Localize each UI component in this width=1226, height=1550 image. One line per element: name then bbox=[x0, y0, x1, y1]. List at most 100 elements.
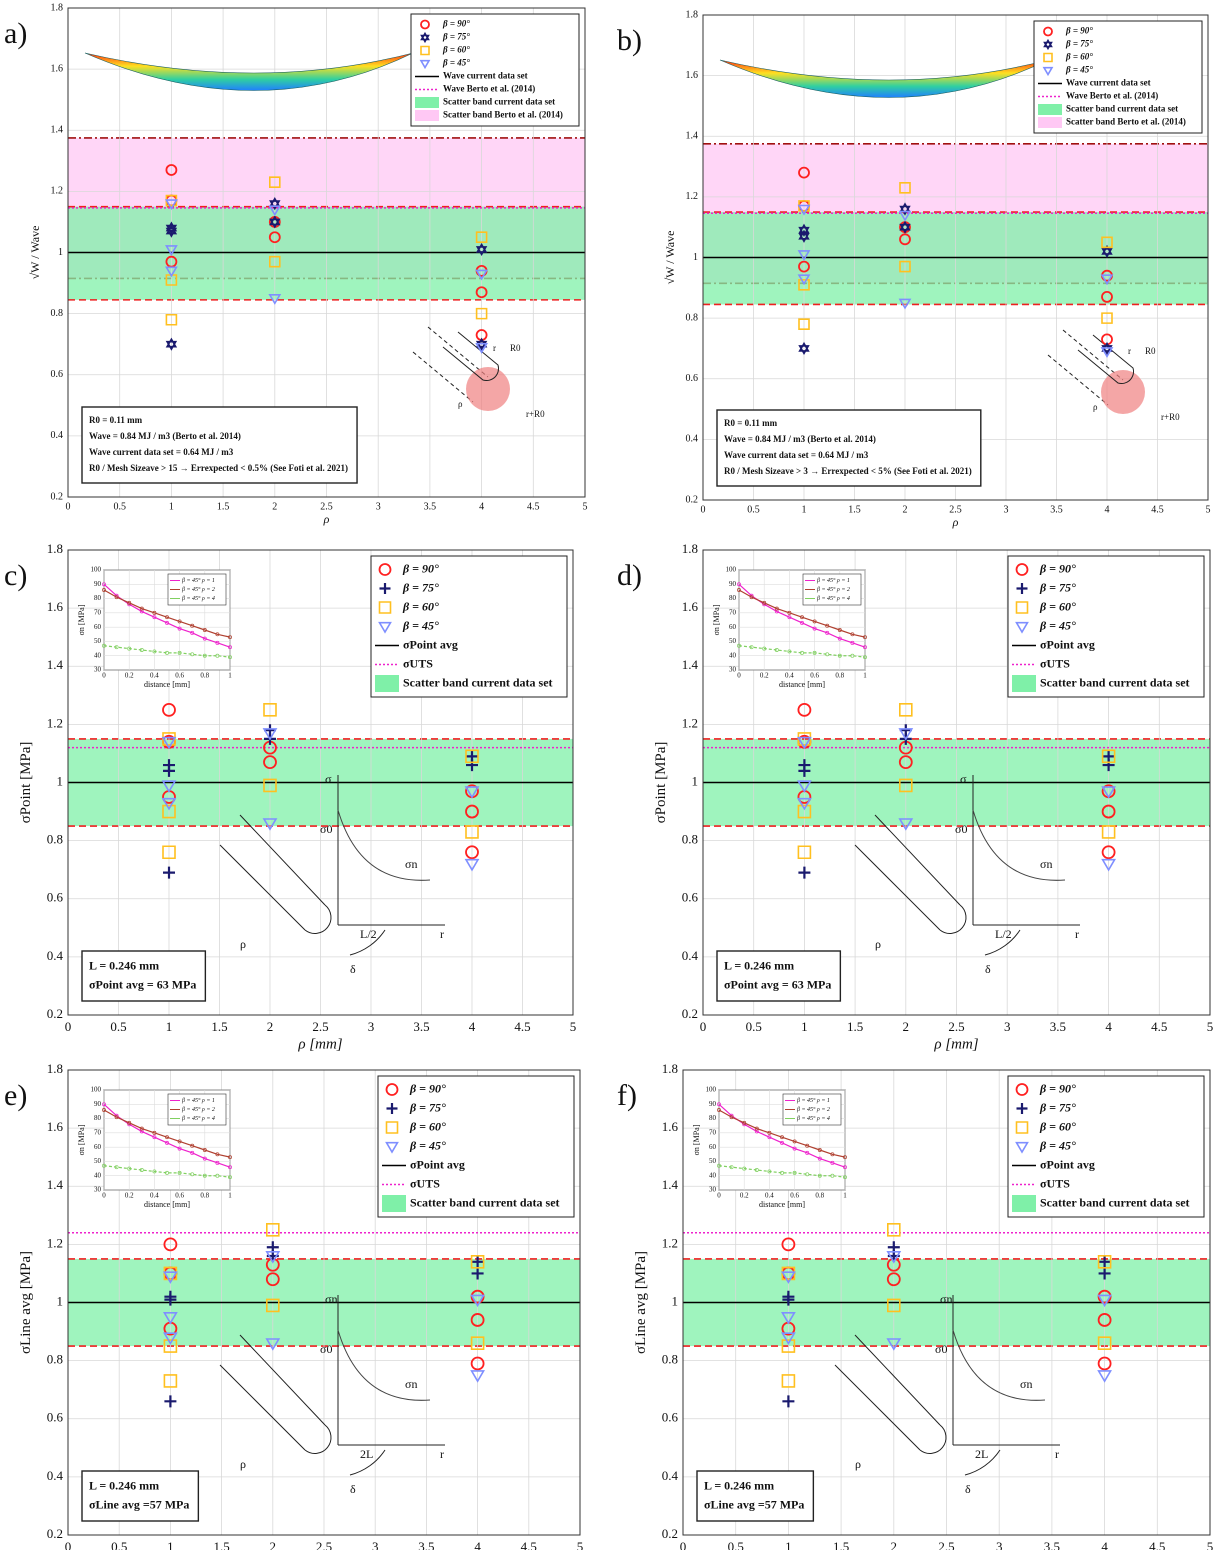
inset-x-tick-label: 0.2 bbox=[760, 672, 769, 680]
panel-label: b) bbox=[617, 24, 642, 57]
inset-x-tick-label: 0 bbox=[102, 1192, 106, 1200]
x-tick-label: 2.5 bbox=[320, 501, 333, 512]
diagram-label: r bbox=[1128, 346, 1131, 356]
y-axis-label: σLine avg [MPa] bbox=[18, 1251, 34, 1354]
x-tick-label: 4 bbox=[1105, 1019, 1112, 1034]
inset-x-tick-label: 0.4 bbox=[765, 1192, 774, 1200]
inset-legend-label: β = 45° ρ = 1 bbox=[796, 1097, 830, 1104]
inset-x-tick-label: 0.8 bbox=[815, 1192, 824, 1200]
x-tick-label: 4.5 bbox=[1151, 504, 1164, 515]
inset-x-tick-label: 1 bbox=[843, 1192, 847, 1200]
diagram-label: σn bbox=[1040, 857, 1052, 871]
y-tick-label: 1.8 bbox=[51, 2, 64, 13]
inset-x-tick-label: 0.2 bbox=[125, 672, 134, 680]
y-tick-label: 0.8 bbox=[47, 1352, 63, 1367]
legend-swatch bbox=[1038, 104, 1062, 115]
y-tick-label: 0.6 bbox=[662, 1410, 679, 1425]
inset-x-tick-label: 1 bbox=[863, 672, 867, 680]
y-tick-label: 1.2 bbox=[51, 186, 64, 197]
legend-label: β = 45° bbox=[409, 1138, 446, 1152]
x-axis-label: ρ [mm] bbox=[933, 1036, 978, 1052]
x-tick-label: 2.5 bbox=[949, 504, 962, 515]
inset-y-tick-label: 30 bbox=[729, 666, 737, 674]
control-volume bbox=[1101, 370, 1145, 414]
diagram-label: ρ bbox=[240, 1457, 246, 1471]
inset-legend-label: β = 45° ρ = 4 bbox=[181, 595, 215, 602]
x-tick-label: 4 bbox=[479, 501, 484, 512]
y-tick-label: 1.8 bbox=[682, 541, 698, 556]
panel-label: c) bbox=[4, 559, 27, 592]
inset-y-tick-label: 30 bbox=[94, 666, 102, 674]
y-tick-label: 1 bbox=[57, 773, 64, 788]
inset-legend-label: β = 45° ρ = 1 bbox=[181, 577, 215, 584]
inset-y-tick-label: 40 bbox=[709, 1171, 717, 1179]
legend-label: β = 45° bbox=[402, 618, 439, 632]
x-tick-label: 3 bbox=[372, 1539, 379, 1550]
diagram-label: σ bbox=[960, 772, 967, 786]
x-tick-label: 0 bbox=[65, 1019, 72, 1034]
inset-y-tick-label: 80 bbox=[709, 1114, 717, 1122]
y-tick-label: 0.4 bbox=[47, 948, 64, 963]
inset-x-tick-label: 0.6 bbox=[810, 672, 819, 680]
legend-label: β = 60° bbox=[1065, 52, 1093, 62]
inset-y-tick-label: 60 bbox=[94, 623, 102, 631]
inset-y-tick-label: 80 bbox=[729, 594, 737, 602]
inset-y-label: σn [MPa] bbox=[77, 1124, 86, 1155]
x-tick-label: 1.5 bbox=[211, 1019, 227, 1034]
inset-y-tick-label: 50 bbox=[709, 1157, 717, 1165]
y-axis-label: σPoint [MPa] bbox=[18, 742, 34, 824]
inset-y-tick-label: 90 bbox=[94, 580, 102, 588]
inset-y-tick-label: 90 bbox=[709, 1100, 717, 1108]
diagram-label: δ bbox=[350, 1482, 356, 1496]
diagram-label: ρ bbox=[1093, 402, 1098, 412]
x-tick-label: 0 bbox=[700, 1019, 707, 1034]
legend-label: Wave current data set bbox=[1066, 78, 1151, 88]
x-axis-label: ρ bbox=[323, 512, 330, 526]
x-tick-label: 5 bbox=[1207, 1019, 1214, 1034]
inset-x-tick-label: 0 bbox=[717, 1192, 721, 1200]
annotation: σPoint avg = 63 MPa bbox=[724, 977, 831, 991]
inset-y-tick-label: 30 bbox=[709, 1186, 717, 1194]
legend-label: β = 90° bbox=[442, 19, 470, 29]
inset-x-tick-label: 0.8 bbox=[200, 672, 209, 680]
x-tick-label: 2 bbox=[891, 1539, 898, 1550]
inset-legend-label: β = 45° ρ = 2 bbox=[181, 586, 215, 593]
diagram-label: δ bbox=[965, 1482, 971, 1496]
x-tick-label: 3 bbox=[996, 1539, 1003, 1550]
x-tick-label: 3.5 bbox=[424, 501, 437, 512]
y-axis-label: √W / Wave bbox=[28, 226, 42, 280]
diagram-label: σ0 bbox=[320, 1342, 332, 1356]
y-tick-label: 1 bbox=[58, 247, 63, 258]
y-tick-label: 0.4 bbox=[51, 430, 64, 441]
x-tick-label: 1 bbox=[166, 1019, 173, 1034]
inset-x-label: distance [mm] bbox=[144, 680, 190, 689]
x-tick-label: 2 bbox=[903, 504, 908, 515]
legend-swatch bbox=[415, 110, 439, 121]
y-axis-label: √W / Wave bbox=[663, 231, 677, 285]
y-tick-label: 0.4 bbox=[682, 948, 699, 963]
inset-y-label: σn [MPa] bbox=[77, 604, 86, 635]
legend-label: σPoint avg bbox=[410, 1157, 465, 1171]
legend-label: β = 90° bbox=[1065, 26, 1093, 36]
inset-y-tick-label: 40 bbox=[729, 651, 737, 659]
inset-y-tick-label: 70 bbox=[94, 608, 102, 616]
x-tick-label: 3 bbox=[1004, 1019, 1011, 1034]
inset-y-tick-label: 60 bbox=[94, 1143, 102, 1151]
inset-y-tick-label: 70 bbox=[709, 1128, 717, 1136]
y-tick-label: 1.8 bbox=[686, 9, 699, 20]
y-tick-label: 1 bbox=[693, 252, 698, 263]
panel: 00.511.522.533.544.550.20.40.60.811.21.4… bbox=[617, 1061, 1213, 1550]
y-tick-label: 0.6 bbox=[682, 890, 699, 905]
x-tick-label: 0 bbox=[65, 1539, 72, 1550]
inset-y-tick-label: 60 bbox=[709, 1143, 717, 1151]
y-tick-label: 1.2 bbox=[686, 191, 699, 202]
inset-x-tick-label: 0 bbox=[737, 672, 741, 680]
diagram-label: r+R0 bbox=[1161, 412, 1180, 422]
x-tick-label: 0 bbox=[701, 504, 706, 515]
panel-label: a) bbox=[4, 17, 27, 50]
diagram-label: ρ bbox=[458, 399, 463, 409]
y-tick-label: 1.2 bbox=[682, 715, 698, 730]
x-tick-label: 1 bbox=[169, 501, 174, 512]
legend-swatch bbox=[1012, 1195, 1036, 1212]
